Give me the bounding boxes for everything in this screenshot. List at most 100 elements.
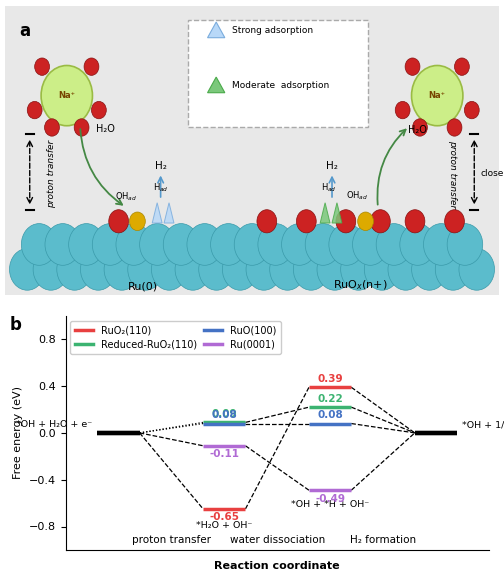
Text: -0.65: -0.65 xyxy=(209,512,239,522)
Circle shape xyxy=(44,119,59,136)
Polygon shape xyxy=(320,203,330,223)
Circle shape xyxy=(74,119,89,136)
Text: OH$_{ad}$: OH$_{ad}$ xyxy=(115,190,137,203)
Circle shape xyxy=(405,209,425,233)
Circle shape xyxy=(412,119,427,136)
Circle shape xyxy=(92,101,106,119)
Circle shape xyxy=(109,209,129,233)
Circle shape xyxy=(211,223,246,266)
X-axis label: Reaction coordinate: Reaction coordinate xyxy=(214,561,340,571)
Circle shape xyxy=(305,223,341,266)
Text: OH$_{ad}$: OH$_{ad}$ xyxy=(346,189,368,202)
Text: proton transfer: proton transfer xyxy=(47,140,56,208)
Circle shape xyxy=(116,223,152,266)
Text: H₂ formation: H₂ formation xyxy=(350,535,416,545)
Text: 0.39: 0.39 xyxy=(318,374,343,384)
Polygon shape xyxy=(208,77,225,93)
Text: proton transfer: proton transfer xyxy=(132,535,211,545)
Polygon shape xyxy=(164,203,174,223)
Text: 0.08: 0.08 xyxy=(211,410,237,420)
Text: a: a xyxy=(19,22,30,40)
Circle shape xyxy=(455,58,469,75)
Circle shape xyxy=(336,209,356,233)
Polygon shape xyxy=(208,22,225,37)
Circle shape xyxy=(376,223,412,266)
Text: -0.11: -0.11 xyxy=(209,449,239,459)
Text: *OH + *H + OH⁻: *OH + *H + OH⁻ xyxy=(291,500,369,508)
Circle shape xyxy=(293,249,329,290)
Polygon shape xyxy=(152,203,162,223)
Text: Na⁺: Na⁺ xyxy=(58,91,75,100)
Text: H₂: H₂ xyxy=(155,161,166,171)
Circle shape xyxy=(81,249,116,290)
Circle shape xyxy=(92,223,128,266)
Circle shape xyxy=(175,249,211,290)
Circle shape xyxy=(352,223,388,266)
Text: 0.09: 0.09 xyxy=(212,409,237,419)
Circle shape xyxy=(163,223,199,266)
Circle shape xyxy=(45,223,81,266)
Text: H₂O: H₂O xyxy=(408,125,427,135)
Circle shape xyxy=(296,209,316,233)
Circle shape xyxy=(447,119,462,136)
Circle shape xyxy=(447,223,483,266)
Circle shape xyxy=(464,101,479,119)
Circle shape xyxy=(395,101,410,119)
Text: RuO$_x$(n+): RuO$_x$(n+) xyxy=(333,278,388,292)
Circle shape xyxy=(257,209,277,233)
Circle shape xyxy=(10,249,45,290)
Circle shape xyxy=(317,249,353,290)
Circle shape xyxy=(270,249,305,290)
Circle shape xyxy=(459,249,494,290)
Text: H$_{ad}$: H$_{ad}$ xyxy=(153,181,168,194)
Circle shape xyxy=(329,223,364,266)
Text: *OH + 1/2H₂ +OH⁻: *OH + 1/2H₂ +OH⁻ xyxy=(463,421,504,429)
Circle shape xyxy=(33,249,69,290)
Circle shape xyxy=(187,223,222,266)
Circle shape xyxy=(234,223,270,266)
Circle shape xyxy=(41,66,92,126)
Circle shape xyxy=(57,249,92,290)
Legend: RuO₂(110), Reduced-RuO₂(110), RuO(100), Ru(0001): RuO₂(110), Reduced-RuO₂(110), RuO(100), … xyxy=(71,321,281,355)
Text: water dissociation: water dissociation xyxy=(230,535,325,545)
Text: closer: closer xyxy=(480,169,504,178)
Circle shape xyxy=(128,249,163,290)
Circle shape xyxy=(435,249,471,290)
Circle shape xyxy=(246,249,282,290)
Text: -0.49: -0.49 xyxy=(315,494,345,504)
FancyBboxPatch shape xyxy=(0,0,504,304)
Circle shape xyxy=(151,249,187,290)
Circle shape xyxy=(412,249,447,290)
Circle shape xyxy=(258,223,293,266)
Circle shape xyxy=(130,212,145,230)
Text: Ru(0): Ru(0) xyxy=(129,282,158,292)
Text: *H₂O + OH⁻: *H₂O + OH⁻ xyxy=(196,521,253,529)
Circle shape xyxy=(370,209,390,233)
Circle shape xyxy=(445,209,464,233)
Circle shape xyxy=(388,249,423,290)
FancyBboxPatch shape xyxy=(188,20,368,128)
Text: Strong adsorption: Strong adsorption xyxy=(232,26,313,35)
Circle shape xyxy=(364,249,400,290)
Circle shape xyxy=(341,249,376,290)
Circle shape xyxy=(21,223,57,266)
Text: Moderate  adsorption: Moderate adsorption xyxy=(232,81,330,90)
Circle shape xyxy=(405,58,420,75)
Y-axis label: Free energy (eV): Free energy (eV) xyxy=(13,387,23,479)
Text: Na⁺: Na⁺ xyxy=(429,91,446,100)
Circle shape xyxy=(84,58,99,75)
Text: *OH + H₂O + e⁻: *OH + H₂O + e⁻ xyxy=(16,421,92,429)
Circle shape xyxy=(140,223,175,266)
Text: b: b xyxy=(10,316,22,334)
Text: 0.08: 0.08 xyxy=(317,410,343,420)
Text: proton transfer: proton transfer xyxy=(448,140,457,208)
Circle shape xyxy=(412,66,463,126)
Text: H₂: H₂ xyxy=(326,161,338,171)
Circle shape xyxy=(199,249,234,290)
Circle shape xyxy=(104,249,140,290)
Polygon shape xyxy=(332,203,342,223)
Circle shape xyxy=(35,58,49,75)
Circle shape xyxy=(358,212,373,230)
Circle shape xyxy=(282,223,317,266)
Text: H₂O: H₂O xyxy=(96,123,115,133)
